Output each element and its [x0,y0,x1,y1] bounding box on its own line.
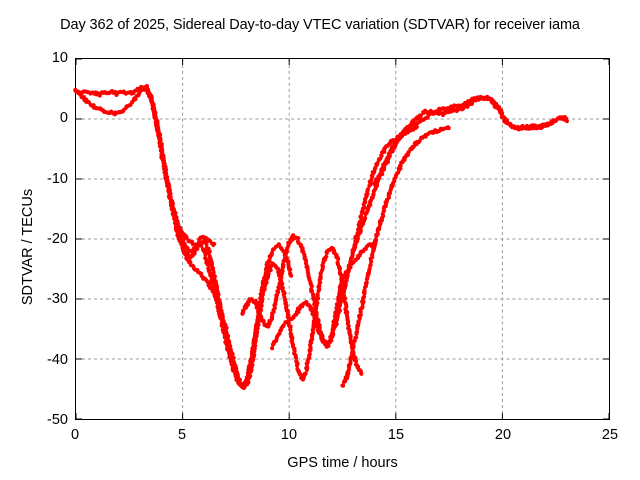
y-tick-label: -20 [47,231,68,247]
y-tick-label: 10 [51,50,68,66]
y-tick-label: 0 [59,110,68,127]
axis-ticks [75,58,610,420]
y-tick-label: -10 [47,170,68,187]
data-arc [371,94,569,186]
x-tick-label: 25 [601,427,619,443]
x-tick-label: 0 [70,427,80,443]
y-axis-label: SDTVAR / TECUs [20,188,36,306]
y-tick-label: -40 [47,351,68,368]
x-axis-tick-labels: 0 5 10 15 20 25 [71,427,618,447]
data-arc [73,85,270,388]
x-tick-label: 5 [177,427,187,443]
plot-area [73,58,610,420]
data-arc [181,240,364,389]
y-tick-label: -50 [47,412,68,428]
data-arc [340,125,451,388]
x-axis-label: GPS time / hours [287,455,398,471]
x-tick-label: 20 [494,427,512,443]
data-series-sdtvar [73,83,569,391]
y-axis-tick-labels: 10 0 -10 -20 -30 -40 -50 [0,50,68,428]
data-arc [350,94,569,253]
x-tick-label: 10 [280,427,298,443]
page-title: Day 362 of 2025, Sidereal Day-to-day VTE… [60,17,580,33]
x-tick-label: 15 [387,427,405,443]
y-tick-label: -30 [47,291,68,308]
